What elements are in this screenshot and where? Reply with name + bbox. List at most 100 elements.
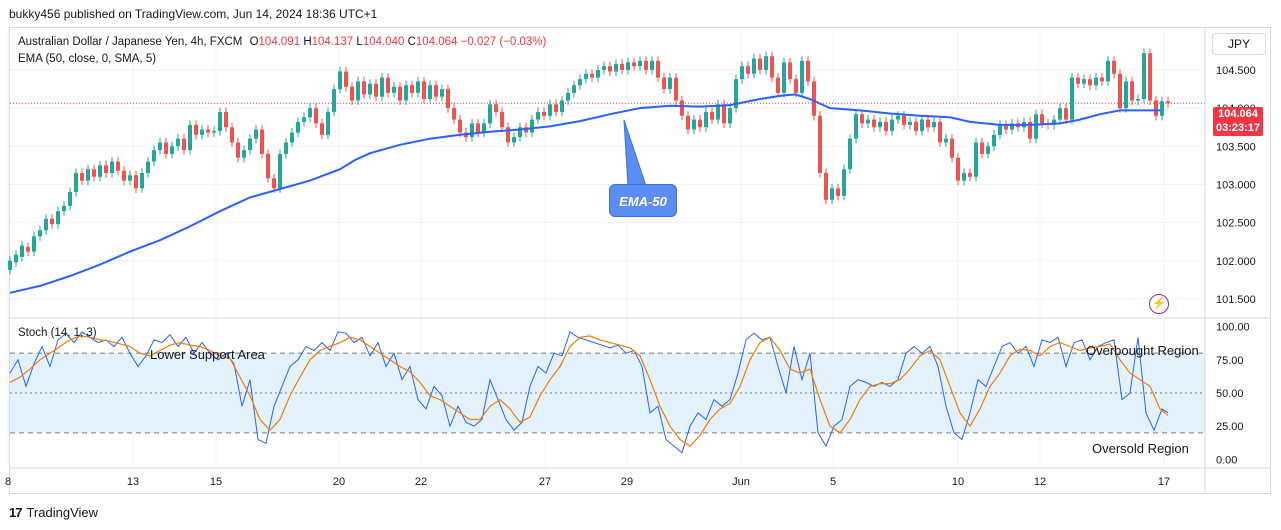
change-value: −0.027 (−0.03%) — [460, 36, 547, 48]
open-value: 104.091 — [258, 36, 301, 48]
candle-body — [950, 138, 954, 158]
oversold-label: Oversold Region — [1092, 441, 1189, 456]
stoch-tick-label: 100.00 — [1216, 322, 1250, 334]
price-tick-label: 102.500 — [1216, 218, 1256, 230]
candle-body — [188, 124, 192, 151]
high-value: 104.137 — [311, 36, 354, 48]
time-tick-label: 27 — [539, 476, 551, 488]
lightning-icon[interactable]: ⚡ — [1149, 294, 1169, 314]
candle-body — [1058, 108, 1062, 120]
overbought-label: Overbought Region — [1086, 343, 1199, 358]
candle-body — [986, 146, 990, 154]
candle-body — [398, 86, 402, 101]
candle-body — [854, 114, 858, 139]
tradingview-logo-icon: 17 — [9, 505, 23, 520]
stoch-d-line — [9, 335, 1169, 447]
candle-body — [938, 121, 942, 143]
candle-body — [500, 111, 504, 128]
candle-body — [134, 175, 138, 189]
candle-body — [212, 131, 216, 133]
candle-body — [644, 60, 648, 70]
currency-button[interactable]: JPY — [1212, 33, 1266, 55]
candle-body — [104, 165, 108, 173]
candle-body — [842, 169, 846, 196]
candle-body — [194, 124, 198, 135]
candle-body — [548, 104, 552, 116]
tradingview-brand[interactable]: 17 TradingView — [9, 505, 98, 520]
candle-body — [974, 142, 978, 177]
time-tick-label: 13 — [127, 476, 139, 488]
publish-info: bukky456 published on TradingView.com, J… — [9, 7, 378, 21]
candle-body — [218, 111, 222, 132]
ema-callout-arrow — [623, 119, 647, 187]
candle-body — [44, 218, 48, 231]
candle-body — [14, 254, 18, 263]
candle-body — [860, 114, 864, 124]
candle-body — [530, 119, 534, 133]
stoch-tick-label: 0.00 — [1216, 454, 1237, 466]
candle-body — [782, 62, 786, 93]
candle-body — [830, 188, 834, 200]
candle-body — [476, 123, 480, 133]
candle-body — [638, 60, 642, 67]
candle-body — [908, 121, 912, 125]
candle-body — [740, 66, 744, 80]
candle-body — [362, 81, 366, 95]
candle-body — [650, 60, 654, 70]
candle-body — [20, 245, 24, 257]
time-tick-label: Jun — [732, 476, 750, 488]
time-tick-label: 15 — [210, 476, 222, 488]
candle-body — [932, 121, 936, 128]
high-label: H — [303, 36, 312, 48]
candle-body — [206, 129, 210, 133]
candle-body — [944, 138, 948, 143]
candle-body — [98, 165, 102, 177]
time-tick-label: 5 — [830, 476, 836, 488]
candle-body — [122, 170, 126, 181]
candle-body — [734, 79, 738, 109]
candle-body — [920, 119, 924, 132]
price-tick-label: 104.500 — [1216, 65, 1256, 77]
candle-body — [146, 161, 150, 173]
candle-body — [446, 89, 450, 109]
candle-body — [230, 127, 234, 143]
lower-support-label: Lower Support Area — [150, 347, 265, 362]
candle-body — [716, 104, 720, 120]
candle-body — [482, 123, 486, 133]
candle-body — [1154, 100, 1158, 116]
candle-body — [956, 157, 960, 181]
candle-body — [170, 146, 174, 154]
ema-legend: EMA (50, close, 0, SMA, 5) — [18, 53, 157, 65]
time-tick-label: 22 — [415, 476, 427, 488]
candle-body — [422, 81, 426, 99]
candle-body — [386, 77, 390, 93]
candle-body — [626, 62, 630, 70]
candle-body — [1136, 98, 1140, 101]
candle-body — [728, 108, 732, 124]
candle-body — [182, 138, 186, 151]
candle-body — [848, 138, 852, 170]
candle-body — [776, 77, 780, 93]
candle-body — [326, 111, 330, 135]
price-tick-label: 103.000 — [1216, 179, 1256, 191]
ema-callout[interactable]: EMA-50 — [609, 184, 677, 217]
candle-body — [878, 121, 882, 128]
candle-body — [962, 173, 966, 181]
candle-body — [320, 123, 324, 135]
time-tick-label: 12 — [1034, 476, 1046, 488]
candle-body — [512, 137, 516, 143]
candle-body — [806, 60, 810, 82]
candle-body — [620, 63, 624, 70]
candle-body — [314, 108, 318, 124]
price-tick-label: 103.500 — [1216, 141, 1256, 153]
candle-body — [668, 77, 672, 90]
candle-body — [812, 81, 816, 116]
candle-body — [656, 60, 660, 78]
candle-body — [296, 121, 300, 133]
candle-body — [392, 86, 396, 93]
candle-body — [1130, 81, 1134, 101]
candle-body — [1112, 60, 1116, 74]
candle-body — [1106, 60, 1110, 82]
candle-body — [350, 86, 354, 101]
